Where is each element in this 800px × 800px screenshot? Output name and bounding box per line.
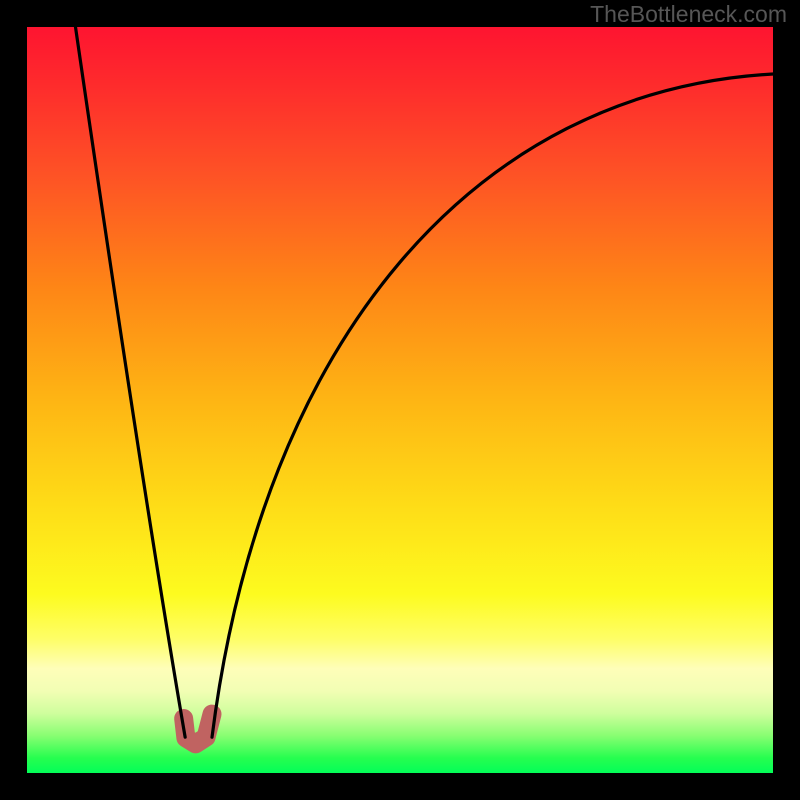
gradient-background [27, 27, 773, 773]
plot-svg [27, 27, 773, 773]
chart-frame: TheBottleneck.com [0, 0, 800, 800]
plot-area [27, 27, 773, 773]
watermark-text: TheBottleneck.com [590, 1, 787, 28]
